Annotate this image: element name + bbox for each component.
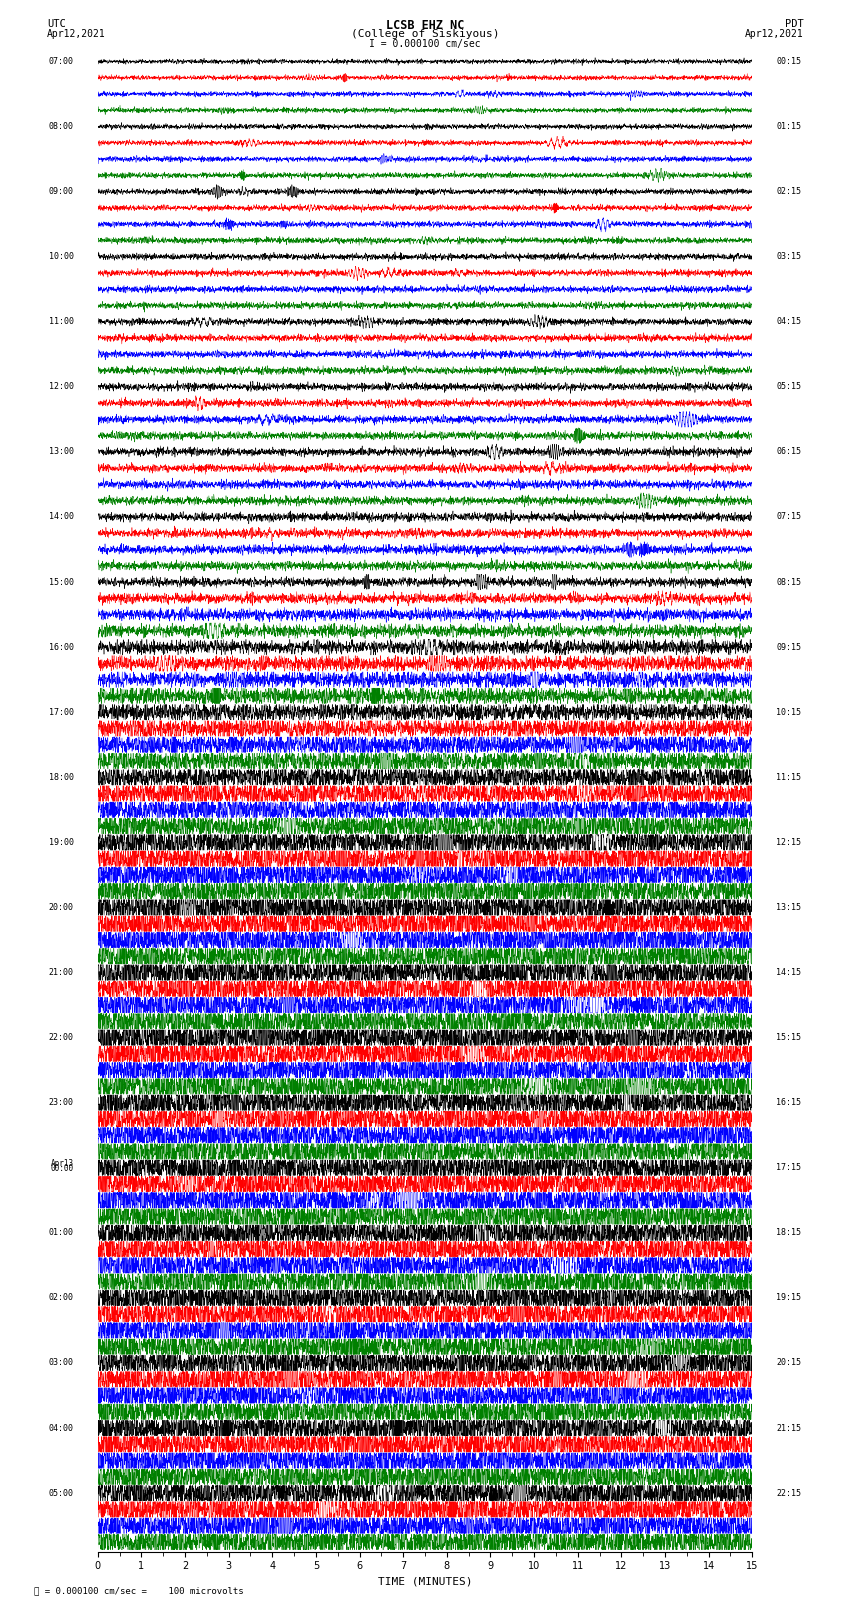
Text: I = 0.000100 cm/sec: I = 0.000100 cm/sec xyxy=(369,39,481,48)
Text: 03:00: 03:00 xyxy=(48,1358,74,1368)
Text: 19:15: 19:15 xyxy=(776,1294,802,1302)
Text: 21:15: 21:15 xyxy=(776,1424,802,1432)
Text: 01:15: 01:15 xyxy=(776,123,802,131)
Text: 03:15: 03:15 xyxy=(776,252,802,261)
Text: Apr13: Apr13 xyxy=(51,1160,74,1168)
Text: 16:00: 16:00 xyxy=(48,642,74,652)
Text: 20:15: 20:15 xyxy=(776,1358,802,1368)
Text: 08:15: 08:15 xyxy=(776,577,802,587)
Text: 12:15: 12:15 xyxy=(776,837,802,847)
Text: 08:00: 08:00 xyxy=(48,123,74,131)
Text: LCSB EHZ NC: LCSB EHZ NC xyxy=(386,19,464,32)
Text: 17:15: 17:15 xyxy=(776,1163,802,1173)
Text: 18:00: 18:00 xyxy=(48,773,74,782)
Text: 13:15: 13:15 xyxy=(776,903,802,911)
Text: 14:15: 14:15 xyxy=(776,968,802,977)
Text: 02:00: 02:00 xyxy=(48,1294,74,1302)
Text: 18:15: 18:15 xyxy=(776,1229,802,1237)
Text: Apr12,2021: Apr12,2021 xyxy=(47,29,105,39)
Text: 02:15: 02:15 xyxy=(776,187,802,197)
Text: 00:00: 00:00 xyxy=(51,1165,74,1173)
Text: ˄ = 0.000100 cm/sec =    100 microvolts: ˄ = 0.000100 cm/sec = 100 microvolts xyxy=(34,1586,244,1595)
Text: 20:00: 20:00 xyxy=(48,903,74,911)
Text: 01:00: 01:00 xyxy=(48,1229,74,1237)
Text: 10:00: 10:00 xyxy=(48,252,74,261)
Text: 21:00: 21:00 xyxy=(48,968,74,977)
Text: 07:00: 07:00 xyxy=(48,56,74,66)
Text: 15:15: 15:15 xyxy=(776,1032,802,1042)
Text: 15:00: 15:00 xyxy=(48,577,74,587)
Text: 23:00: 23:00 xyxy=(48,1098,74,1107)
Text: 17:00: 17:00 xyxy=(48,708,74,716)
Text: 12:00: 12:00 xyxy=(48,382,74,392)
Text: 00:15: 00:15 xyxy=(776,56,802,66)
Text: PDT: PDT xyxy=(785,19,803,29)
Text: 04:15: 04:15 xyxy=(776,318,802,326)
Text: 10:15: 10:15 xyxy=(776,708,802,716)
Text: (College of Siskiyous): (College of Siskiyous) xyxy=(351,29,499,39)
Text: 14:00: 14:00 xyxy=(48,513,74,521)
Text: 13:00: 13:00 xyxy=(48,447,74,456)
Text: 09:15: 09:15 xyxy=(776,642,802,652)
Text: 19:00: 19:00 xyxy=(48,837,74,847)
Text: 11:00: 11:00 xyxy=(48,318,74,326)
Text: 07:15: 07:15 xyxy=(776,513,802,521)
Text: 16:15: 16:15 xyxy=(776,1098,802,1107)
Text: 11:15: 11:15 xyxy=(776,773,802,782)
Text: UTC: UTC xyxy=(47,19,65,29)
Text: 06:15: 06:15 xyxy=(776,447,802,456)
Text: 05:00: 05:00 xyxy=(48,1489,74,1497)
Text: Apr12,2021: Apr12,2021 xyxy=(745,29,803,39)
Text: 09:00: 09:00 xyxy=(48,187,74,197)
Text: 22:00: 22:00 xyxy=(48,1032,74,1042)
Text: 04:00: 04:00 xyxy=(48,1424,74,1432)
Text: 22:15: 22:15 xyxy=(776,1489,802,1497)
X-axis label: TIME (MINUTES): TIME (MINUTES) xyxy=(377,1578,473,1587)
Text: 05:15: 05:15 xyxy=(776,382,802,392)
